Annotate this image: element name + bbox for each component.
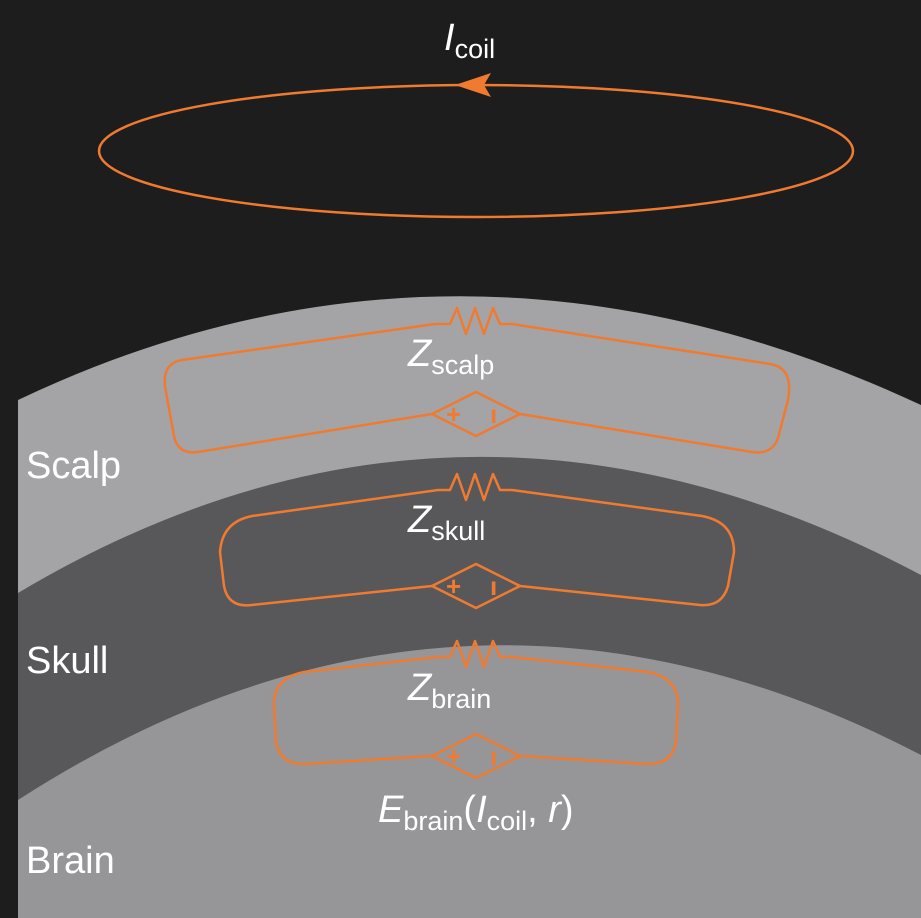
skull-loop-wire-right xyxy=(511,488,736,607)
brain-loop-wire xyxy=(272,655,439,766)
brain-source-minus: ı xyxy=(490,741,497,771)
skull-layer-label: Skull xyxy=(26,640,108,682)
skull-source-plus: + xyxy=(446,571,461,601)
skull-resistor-icon xyxy=(438,472,512,502)
brain-resistor-icon xyxy=(438,639,512,669)
brain-layer-label: Brain xyxy=(26,840,115,882)
scalp-impedance-label: Zscalp xyxy=(407,333,494,380)
coil-current-arrow-icon xyxy=(455,73,491,97)
scalp-resistor-icon xyxy=(435,306,512,336)
skull-source-icon xyxy=(430,562,522,610)
brain-layer xyxy=(18,645,921,918)
skull-circuit xyxy=(218,472,736,610)
coil-current-label: Icoil xyxy=(444,17,495,64)
brain-source-icon xyxy=(430,732,522,780)
scalp-source-icon xyxy=(430,390,522,438)
source-signs: + ı + ı + ı xyxy=(446,399,497,771)
scalp-loop-wire xyxy=(163,322,436,454)
brain-impedance-label: Zbrain xyxy=(407,667,491,714)
brain-loop-wire-right xyxy=(511,655,680,766)
labels: Icoil Zscalp Zskull Zbrain Ebrain(Icoil,… xyxy=(26,17,574,882)
brain-source-plus: + xyxy=(446,741,461,771)
scalp-source-minus: ı xyxy=(490,399,497,429)
scalp-source-plus: + xyxy=(446,399,461,429)
brain-field-expression: Ebrain(Icoil, r) xyxy=(378,789,574,836)
brain-circuit xyxy=(272,639,680,780)
skull-impedance-label: Zskull xyxy=(407,499,485,546)
skull-loop-wire xyxy=(218,488,439,607)
scalp-loop-wire-right xyxy=(511,322,791,454)
scalp-circuit xyxy=(163,306,791,454)
skull-source-minus: ı xyxy=(490,571,497,601)
scalp-layer-label: Scalp xyxy=(26,445,121,487)
